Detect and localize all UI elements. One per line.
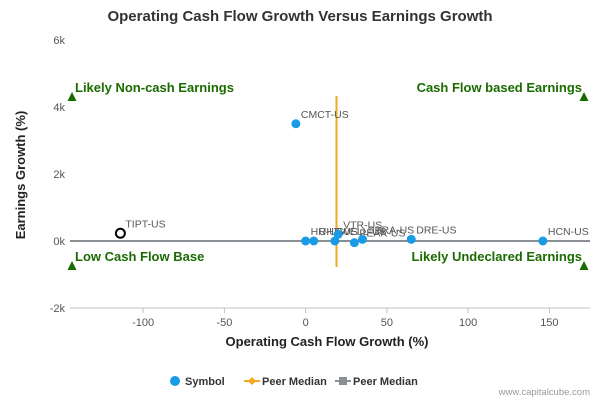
plot-area: -100 -50 0 50 100 150 -2k 0k 2k 4k 6k Likely Non-ca…	[50, 35, 590, 329]
data-point-well-us	[330, 236, 340, 246]
quadrant-label-top-left: Likely Non-cash Earnings	[75, 80, 234, 95]
x-tick-label: 0	[303, 317, 309, 329]
quadrant-marker-top-right	[579, 92, 589, 101]
data-label-vtr-us: VTR-US	[343, 219, 382, 231]
x-axis-title: Operating Cash Flow Growth (%)	[226, 334, 429, 349]
data-label-hcn-us: HCN-US	[548, 226, 589, 238]
data-label-well-us: WELL-US	[340, 226, 387, 238]
data-label-tipt-us: TIPT-US	[125, 218, 165, 230]
legend-marker-y-median	[339, 377, 347, 385]
data-point-uht-us	[309, 236, 319, 246]
data-point-tipt-us	[114, 227, 126, 239]
credit-text: www.capitalcube.com	[498, 387, 590, 398]
x-tick-label: 150	[540, 317, 558, 329]
y-tick-label: 4k	[53, 102, 65, 114]
legend-marker-x-median	[248, 377, 256, 385]
data-point-cmct-us	[291, 119, 301, 129]
data-point-dre-us	[406, 234, 416, 244]
x-tick-label: 100	[459, 317, 477, 329]
data-point-hcn-us	[538, 236, 548, 246]
y-tick-label: -2k	[50, 303, 66, 315]
y-tick-label: 0k	[53, 236, 65, 248]
quadrant-label-top-right: Cash Flow based Earnings	[417, 80, 582, 95]
y-tick-label: 2k	[53, 169, 65, 181]
legend-label: Symbol	[185, 376, 225, 388]
y-tick-label: 6k	[53, 35, 65, 47]
data-label-cmct-us: CMCT-US	[301, 109, 349, 121]
data-label-dre-us: DRE-US	[416, 224, 456, 236]
x-tick-label: -100	[132, 317, 154, 329]
legend-label: Peer Median	[262, 376, 327, 388]
x-tick-label: -50	[216, 317, 232, 329]
data-label-peak-us: PEAK-US	[359, 228, 405, 240]
legend-marker-symbol	[170, 376, 180, 386]
y-axis-title: Earnings Growth (%)	[13, 111, 28, 240]
quadrant-marker-bottom-right	[579, 261, 589, 270]
chart-title: Operating Cash Flow Growth Versus Earnin…	[107, 8, 492, 25]
quadrant-marker-top-left	[67, 92, 77, 101]
data-point-sbra-us	[358, 234, 367, 244]
data-point-vtr-us	[333, 229, 343, 239]
data-point-hr-us	[301, 236, 311, 246]
quadrant-label-bottom-left: Low Cash Flow Base	[75, 249, 204, 264]
data-point-peak-us	[349, 238, 359, 248]
legend-label: Peer Median	[353, 376, 418, 388]
quadrant-marker-bottom-left	[67, 261, 77, 270]
quadrant-label-bottom-right: Likely Undeclared Earnings	[411, 249, 582, 264]
x-tick-label: 50	[381, 317, 393, 329]
data-label-sbra-us: SBRA-US	[368, 224, 415, 236]
legend: Symbol Peer Median Peer Median	[170, 376, 418, 388]
